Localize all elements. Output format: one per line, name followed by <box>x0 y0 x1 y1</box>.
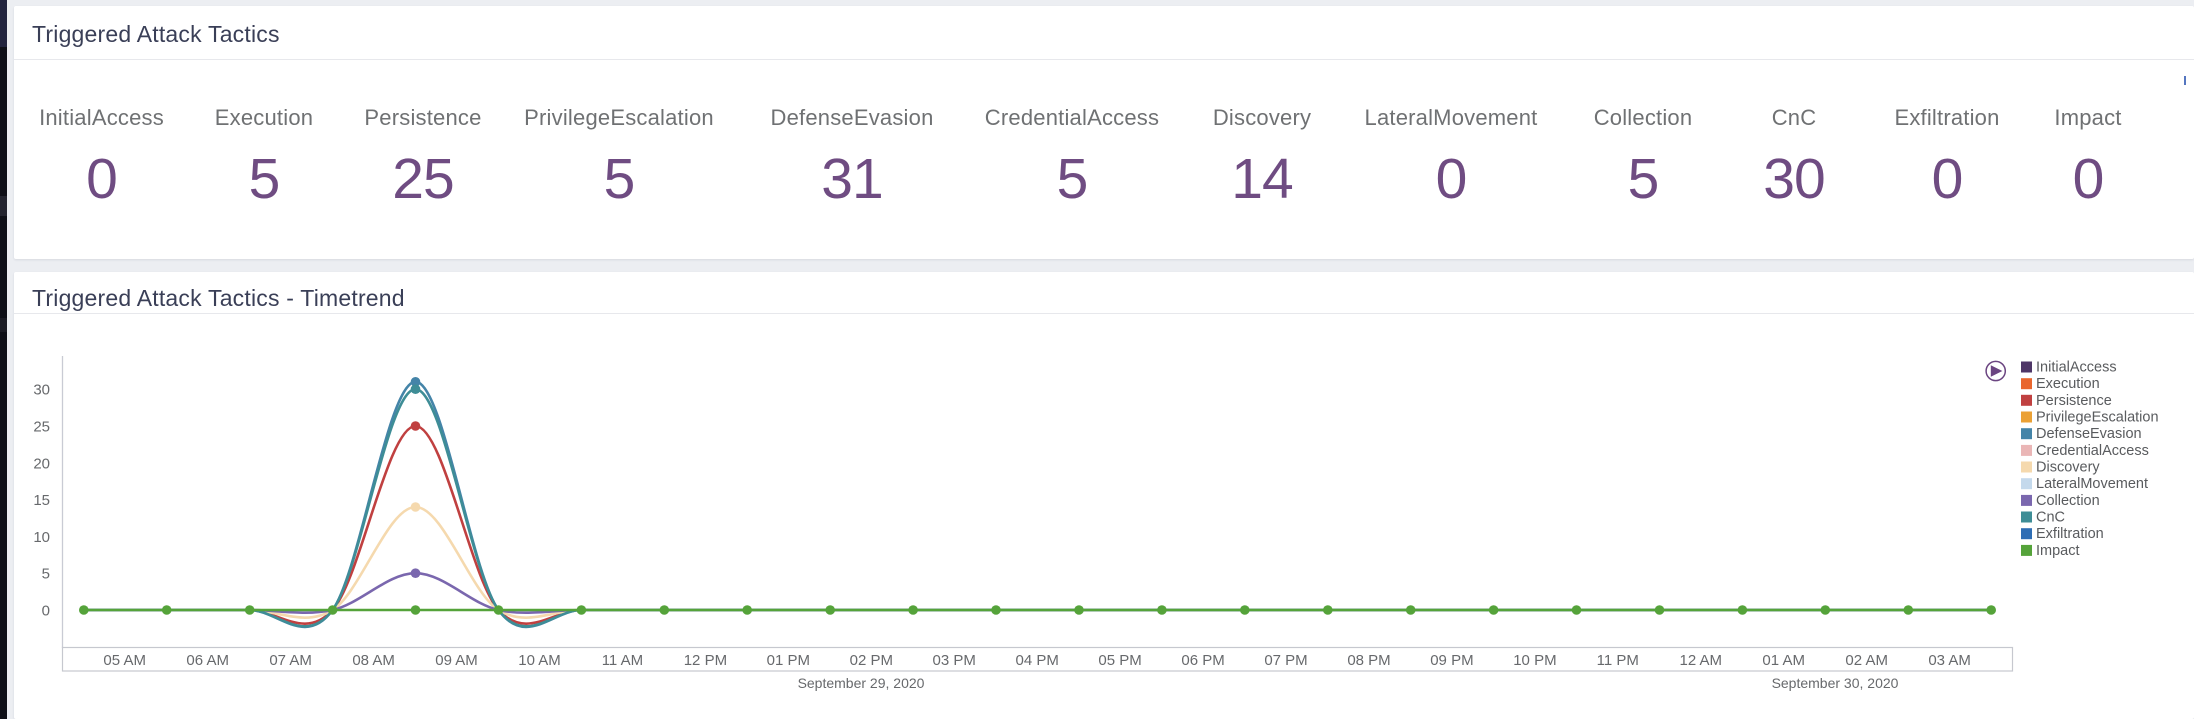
svg-text:09 PM: 09 PM <box>1430 652 1473 669</box>
svg-text:09 AM: 09 AM <box>435 652 478 669</box>
svg-text:12 AM: 12 AM <box>1680 652 1723 669</box>
svg-text:06 PM: 06 PM <box>1181 652 1224 669</box>
svg-text:Persistence: Persistence <box>2036 393 2112 409</box>
svg-text:5: 5 <box>42 566 50 583</box>
svg-text:LateralMovement: LateralMovement <box>2036 476 2148 492</box>
svg-text:Execution: Execution <box>2036 376 2100 392</box>
svg-text:05 PM: 05 PM <box>1098 652 1141 669</box>
svg-text:20: 20 <box>33 455 50 472</box>
svg-text:25: 25 <box>33 419 50 436</box>
svg-text:CredentialAccess: CredentialAccess <box>2036 443 2149 459</box>
svg-text:0: 0 <box>42 603 50 620</box>
svg-text:10 PM: 10 PM <box>1513 652 1556 669</box>
svg-text:10 AM: 10 AM <box>518 652 561 669</box>
svg-text:PrivilegeEscalation: PrivilegeEscalation <box>2036 410 2159 426</box>
svg-text:05 AM: 05 AM <box>103 652 146 669</box>
svg-text:01 AM: 01 AM <box>1762 652 1805 669</box>
svg-text:Discovery: Discovery <box>2036 460 2100 476</box>
svg-text:06 AM: 06 AM <box>186 652 229 669</box>
svg-text:12 PM: 12 PM <box>684 652 727 669</box>
svg-text:11 AM: 11 AM <box>602 652 643 669</box>
svg-text:30: 30 <box>33 382 50 399</box>
svg-text:September 30, 2020: September 30, 2020 <box>1772 675 1899 691</box>
svg-text:08 PM: 08 PM <box>1347 652 1390 669</box>
svg-text:DefenseEvasion: DefenseEvasion <box>2036 426 2142 442</box>
svg-text:03 AM: 03 AM <box>1928 652 1971 669</box>
svg-text:15: 15 <box>33 492 50 509</box>
svg-text:07 AM: 07 AM <box>269 652 312 669</box>
svg-text:InitialAccess: InitialAccess <box>2036 360 2117 376</box>
svg-text:Exfiltration: Exfiltration <box>2036 526 2104 542</box>
svg-text:11 PM: 11 PM <box>1597 652 1639 669</box>
svg-text:03 PM: 03 PM <box>933 652 976 669</box>
svg-text:10: 10 <box>33 529 50 546</box>
svg-text:08 AM: 08 AM <box>352 652 395 669</box>
svg-text:01 PM: 01 PM <box>767 652 810 669</box>
svg-text:07 PM: 07 PM <box>1264 652 1307 669</box>
svg-text:02 PM: 02 PM <box>850 652 893 669</box>
svg-text:Impact: Impact <box>2036 543 2080 559</box>
svg-text:04 PM: 04 PM <box>1016 652 1059 669</box>
svg-text:September 29, 2020: September 29, 2020 <box>798 675 925 691</box>
svg-text:CnC: CnC <box>2036 510 2065 526</box>
svg-text:02 AM: 02 AM <box>1845 652 1888 669</box>
svg-text:Collection: Collection <box>2036 493 2100 509</box>
